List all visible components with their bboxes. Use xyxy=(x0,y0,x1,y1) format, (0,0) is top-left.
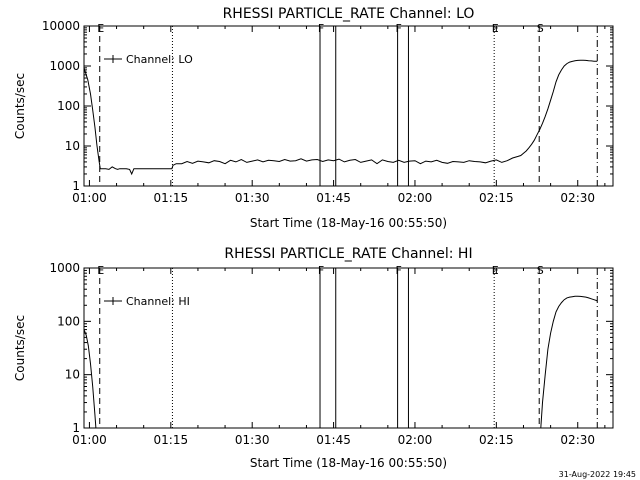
y-tick-label: 1 xyxy=(72,179,80,193)
footer-timestamp: 31-Aug-2022 19:45 xyxy=(559,470,636,479)
event-marker-label: E xyxy=(492,22,499,35)
x-tick-label: 01:30 xyxy=(235,191,270,205)
event-marker-label: F xyxy=(318,22,324,35)
x-tick-label: 02:15 xyxy=(479,433,514,447)
x-tick-label: 02:00 xyxy=(398,191,433,205)
y-tick-label: 100 xyxy=(57,314,80,328)
chart-title: RHESSI PARTICLE_RATE Channel: LO xyxy=(223,6,475,22)
y-axis-label: Counts/sec xyxy=(13,315,27,381)
event-marker-label: E xyxy=(97,264,104,277)
event-marker-label: E xyxy=(97,22,104,35)
y-tick-label: 1000 xyxy=(49,261,80,275)
panel-hi: RHESSI PARTICLE_RATE Channel: HI 01:00 01:… xyxy=(13,246,614,470)
y-tick-label: 1 xyxy=(72,421,80,435)
x-axis-label: Start Time (18-May-16 00:55:50) xyxy=(250,216,447,230)
panel-lo: RHESSI PARTICLE_RATE Channel: LO 01:00 01:… xyxy=(13,6,614,230)
x-tick-label: 02:00 xyxy=(398,433,433,447)
y-tick-label: 100 xyxy=(57,99,80,113)
series-line xyxy=(540,295,598,428)
event-marker-label: F xyxy=(318,264,324,277)
event-marker-label: F xyxy=(395,264,401,277)
x-tick-label: 02:30 xyxy=(560,433,595,447)
x-tick-label: 01:15 xyxy=(154,433,189,447)
x-tick-label: 01:15 xyxy=(154,191,189,205)
event-marker-label: S xyxy=(537,22,544,35)
y-tick-label: 10 xyxy=(65,368,80,382)
x-tick-label: 02:15 xyxy=(479,191,514,205)
series-line xyxy=(84,329,97,428)
chart-title: RHESSI PARTICLE_RATE Channel: HI xyxy=(224,246,472,262)
legend-label: Channel: HI xyxy=(126,295,190,308)
series-line xyxy=(84,59,598,176)
y-tick-label: 1000 xyxy=(49,59,80,73)
event-marker-label: S xyxy=(537,264,544,277)
x-tick-label: 01:45 xyxy=(316,191,351,205)
plot-frame xyxy=(83,25,614,187)
y-tick-label: 10000 xyxy=(42,19,80,33)
x-tick-label: 01:00 xyxy=(72,433,107,447)
x-tick-label: 01:00 xyxy=(72,191,107,205)
event-marker-label: F xyxy=(395,22,401,35)
x-tick-label: 01:30 xyxy=(235,433,270,447)
event-marker-label: E xyxy=(492,264,499,277)
y-axis-label: Counts/sec xyxy=(13,73,27,139)
x-axis-label: Start Time (18-May-16 00:55:50) xyxy=(250,456,447,470)
x-tick-label: 01:45 xyxy=(316,433,351,447)
plot-frame xyxy=(83,267,614,429)
legend-label: Channel: LO xyxy=(126,53,193,66)
y-tick-label: 10 xyxy=(65,139,80,153)
x-tick-label: 02:30 xyxy=(560,191,595,205)
